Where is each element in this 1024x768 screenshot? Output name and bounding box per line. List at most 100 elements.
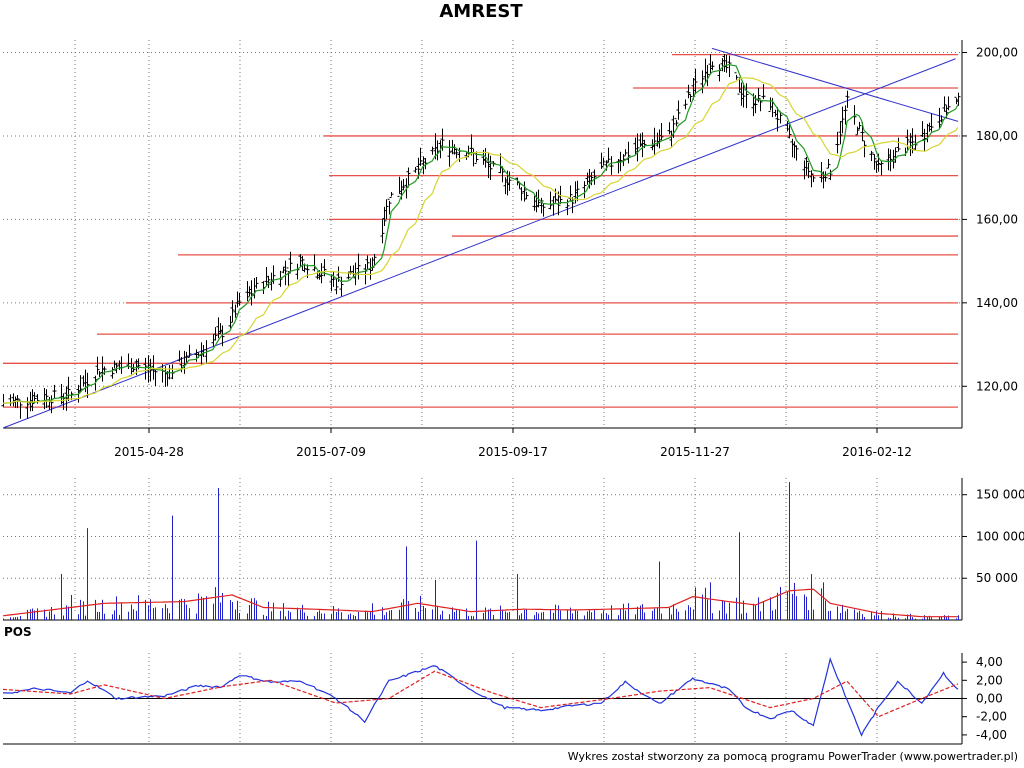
volume-tick-label: 100 000 [976,529,1024,543]
price-bar [727,55,732,78]
x-tick-label: 2015-11-27 [660,445,730,459]
price-bar [929,113,934,132]
pos-panel-label: POS [4,625,32,639]
price-bar [81,375,86,387]
pos-tick-label: 2,00 [976,673,1003,687]
price-bar [167,364,172,380]
price-bar [686,84,691,99]
price-bar [32,392,37,403]
price-bar [676,100,681,120]
price-bar [826,158,831,169]
price-bar [488,155,493,180]
price-bar [1,393,6,407]
price-bar [187,344,192,358]
price-bar [551,196,556,216]
pos-tick-label: 0,00 [976,692,1003,706]
price-bar [339,276,344,297]
fast-moving-average [2,63,959,404]
price-bar [220,325,225,347]
price-bar [201,345,206,357]
price-bar [954,96,959,105]
price-bar [787,123,792,139]
price-bar [843,105,848,125]
price-bar [237,292,242,306]
price-bar [888,149,893,172]
price-bar [266,275,271,288]
price-bar [365,255,370,270]
price-bar [49,395,54,414]
price-bar [95,356,100,375]
price-bar [254,276,259,289]
x-tick-label: 2015-09-17 [478,445,548,459]
price-bar [869,150,874,162]
price-bar [802,160,807,180]
price-bar [110,367,115,379]
pos-line [2,656,959,737]
price-bar [734,72,739,80]
price-bar [855,126,860,136]
price-bar [418,147,423,166]
price-bar [768,97,773,112]
price-bar [585,172,590,185]
price-bar [469,134,474,156]
price-bar [773,109,778,117]
price-bar [507,171,512,191]
price-bar [102,366,107,375]
price-bar [655,132,660,147]
x-tick-label: 2016-02-12 [842,445,912,459]
price-tick-label: 200,00 [976,46,1018,60]
pos-tick-label: -2,00 [976,710,1007,724]
price-bar [329,274,334,292]
price-bar [474,151,479,164]
price-bar [384,199,389,220]
price-bar [838,121,843,145]
price-bar [532,195,537,211]
price-bar [312,254,317,272]
trend-line [711,47,959,122]
price-bar [454,148,459,159]
price-bar [946,96,951,111]
price-bar [233,304,238,318]
price-bar [228,315,233,329]
price-bar [380,219,385,244]
price-bar [389,191,394,198]
price-bar [300,256,305,271]
price-bar [524,191,529,200]
price-bar [30,389,35,412]
price-bar [230,300,235,323]
price-bar [42,388,47,410]
price-bar [413,166,418,173]
price-bar [700,70,705,94]
price-bar [606,147,611,163]
price-bar [913,134,918,151]
price-bar [835,131,840,154]
price-bar [942,96,947,112]
price-bar [213,327,218,341]
price-bar [283,260,288,286]
price-bar [59,384,64,405]
price-bar [519,187,524,201]
price-bar [758,98,763,112]
x-tick-label: 2015-07-09 [296,445,366,459]
price-bar [794,145,799,161]
price-bar [920,121,925,137]
price-bar [828,169,833,181]
price-bar [235,291,240,308]
price-bar [334,278,339,295]
price-tick-label: 180,00 [976,129,1018,143]
price-bar [956,92,961,106]
price-bar [486,153,491,179]
price-bar [18,399,23,419]
price-bar [809,170,814,188]
price-tick-label: 140,00 [976,296,1018,310]
pos-tick-label: 4,00 [976,655,1003,669]
price-bar [143,357,148,380]
price-bar [483,148,488,168]
price-bar [879,161,884,176]
price-bar [724,54,729,73]
price-bar [148,358,153,382]
price-bar [245,281,250,302]
price-bar [710,61,715,71]
price-bar [823,171,828,182]
